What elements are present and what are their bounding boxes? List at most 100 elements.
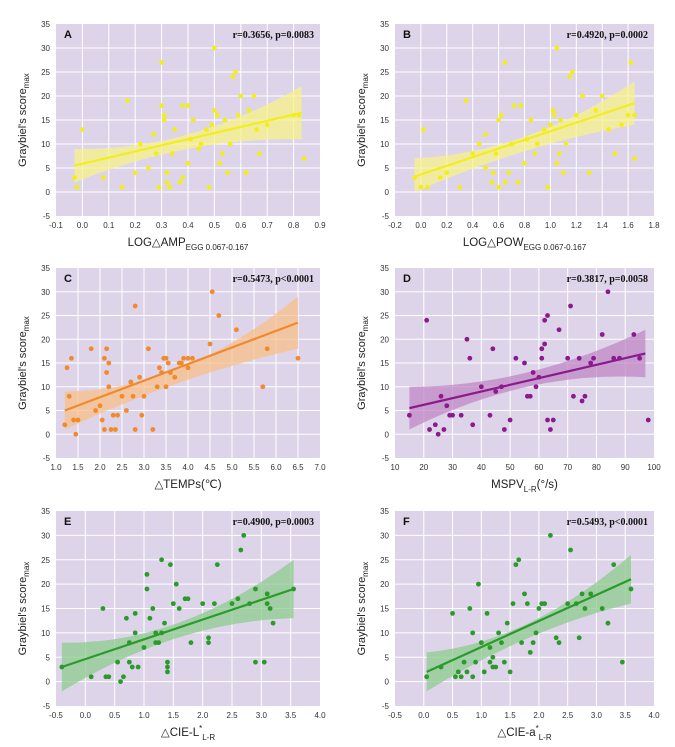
- data-point: [464, 336, 470, 342]
- data-point: [586, 170, 592, 176]
- data-point: [146, 346, 151, 352]
- data-point: [509, 141, 514, 147]
- chart-panel-d: -5 0 5 10 15 20 25 30 35 10 20 30 40 50 60 70 80 90 100 D r=…: [356, 264, 661, 494]
- data-point: [144, 571, 150, 577]
- data-point: [113, 427, 118, 432]
- correlation-stat: r=0.3656, p=0.0083: [233, 30, 314, 41]
- data-point: [206, 640, 211, 646]
- x-tick-label: 2.5: [226, 711, 238, 720]
- data-point: [502, 60, 508, 65]
- data-point: [487, 659, 493, 665]
- x-tick-label: -0.2: [388, 221, 402, 230]
- data-point: [209, 289, 215, 295]
- x-tick-label: 6.5: [292, 463, 304, 472]
- data-point: [539, 355, 545, 361]
- data-point: [533, 630, 539, 636]
- y-tick-label: 0: [46, 430, 51, 439]
- data-point: [582, 393, 588, 399]
- x-tick-label: 2.0: [533, 711, 545, 720]
- data-point: [159, 370, 165, 375]
- data-point: [530, 370, 536, 375]
- data-point: [457, 184, 463, 190]
- data-point: [190, 117, 196, 123]
- data-point: [510, 601, 516, 607]
- data-point: [172, 127, 178, 132]
- data-point: [611, 355, 617, 361]
- data-point: [522, 591, 527, 597]
- x-tick-label: 4.5: [204, 463, 216, 472]
- data-point: [115, 659, 120, 665]
- data-point: [506, 170, 512, 176]
- regression-line: [61, 587, 294, 669]
- data-point: [296, 112, 302, 118]
- data-point: [207, 341, 213, 347]
- y-tick-label: 20: [41, 335, 50, 344]
- data-point: [567, 74, 573, 80]
- data-point: [458, 412, 464, 418]
- confidence-band: [409, 329, 646, 430]
- y-tick-label: 35: [41, 20, 50, 29]
- y-tick-label: 10: [380, 629, 389, 638]
- data-point: [104, 346, 109, 352]
- data-point: [619, 659, 625, 665]
- x-tick-label: 2.0: [197, 711, 209, 720]
- data-point: [173, 581, 179, 587]
- y-tick-label: 10: [41, 140, 50, 149]
- y-tick-label: 25: [380, 312, 389, 321]
- data-point: [470, 630, 476, 636]
- data-point: [118, 679, 123, 685]
- y-axis-title: Graybiel's scoremax: [356, 316, 370, 410]
- data-point: [150, 606, 156, 611]
- data-point: [106, 674, 112, 680]
- data-point: [64, 365, 70, 371]
- chart-panel-b: -5 0 5 10 15 20 25 30 35 -0.2 0.0 0.2 0.4 0.6 0.8 1.0 1.…: [356, 20, 660, 252]
- data-point: [612, 151, 618, 157]
- y-tick-label: -5: [382, 702, 390, 711]
- data-point: [124, 615, 129, 621]
- x-tick-label: 4.0: [314, 711, 326, 720]
- data-point: [264, 346, 270, 352]
- data-point: [545, 417, 550, 423]
- data-point: [153, 630, 159, 636]
- x-tick-label: 3.5: [285, 711, 297, 720]
- x-axis-title: △CIE-L*L-R: [161, 724, 215, 742]
- y-axis-title-subscript: max: [361, 562, 370, 577]
- x-tick-label: 1.0: [50, 463, 62, 472]
- data-points: [412, 45, 637, 190]
- data-point: [146, 165, 151, 171]
- y-axis-title-subscript: max: [361, 316, 370, 331]
- regression-line: [64, 321, 299, 412]
- x-tick-label: 1.0: [476, 711, 488, 720]
- y-tick-label: 10: [380, 383, 389, 392]
- data-point: [536, 374, 542, 380]
- y-tick-label: 0: [385, 430, 390, 439]
- y-tick-label: 15: [380, 116, 389, 125]
- x-tick-label: 30: [448, 463, 457, 472]
- data-point: [132, 303, 138, 309]
- y-tick-label: -5: [43, 702, 51, 711]
- data-point: [532, 151, 538, 157]
- data-point: [489, 180, 495, 185]
- y-tick-label: 10: [41, 629, 50, 638]
- x-tick-label: 0.5: [109, 711, 121, 720]
- data-point: [483, 132, 489, 137]
- data-point: [483, 165, 489, 171]
- data-point: [132, 427, 138, 432]
- data-point: [181, 355, 187, 361]
- data-point: [261, 659, 267, 665]
- data-point: [163, 384, 169, 390]
- x-axis-title-subscript: EGG 0.067-0.167: [186, 243, 249, 252]
- data-point: [179, 360, 184, 366]
- data-point: [491, 170, 496, 176]
- x-tick-label: 0.5: [447, 711, 459, 720]
- data-point: [463, 98, 469, 104]
- data-point: [542, 601, 548, 607]
- data-point: [573, 112, 579, 118]
- data-point: [154, 384, 160, 390]
- y-tick-label: 0: [46, 678, 51, 687]
- x-tick-label: 20: [419, 463, 428, 472]
- x-tick-label: 90: [621, 463, 630, 472]
- data-point: [209, 122, 215, 128]
- y-tick-label: 25: [41, 556, 50, 565]
- x-tick-label: 7.0: [314, 463, 326, 472]
